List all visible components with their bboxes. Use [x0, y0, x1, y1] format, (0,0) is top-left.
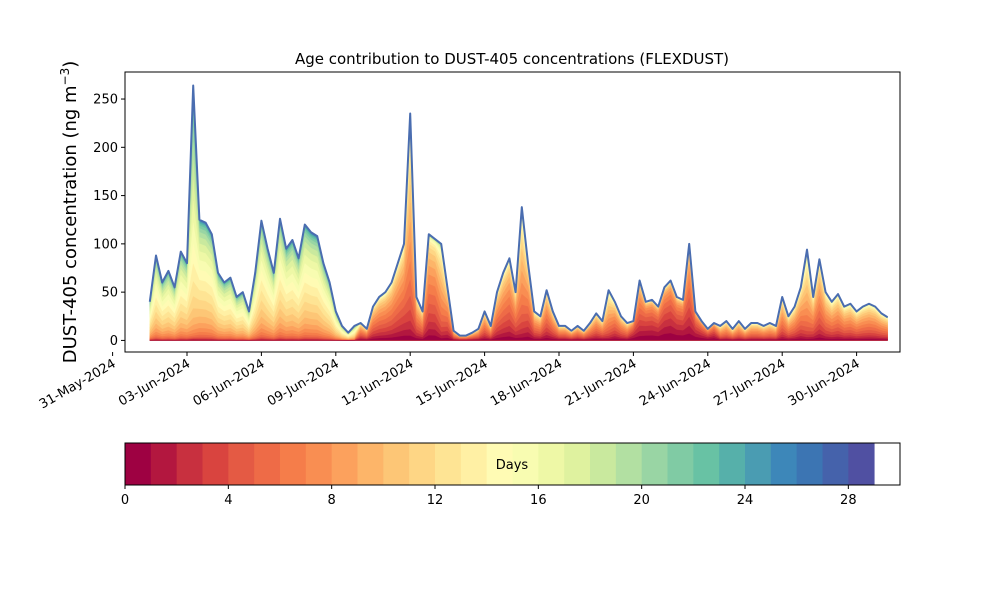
chart-title: Age contribution to DUST-405 concentrati…	[295, 50, 729, 68]
colorbar-tick-label: 24	[737, 493, 754, 508]
colorbar-label: Days	[496, 458, 529, 473]
colorbar-segment	[822, 443, 849, 485]
colorbar-segment	[538, 443, 565, 485]
x-tick-label: 27-Jun-2024	[711, 356, 788, 409]
x-tick-label: 12-Jun-2024	[339, 356, 416, 409]
colorbar-tick-label: 8	[328, 493, 336, 508]
colorbar-segment	[460, 443, 488, 485]
colorbar-segment	[202, 443, 229, 485]
y-axis-label-close: )	[60, 61, 81, 68]
age-layer-0	[149, 333, 888, 341]
colorbar-segment	[615, 443, 643, 485]
x-tick-label: 30-Jun-2024	[786, 356, 863, 409]
colorbar-segment	[357, 443, 384, 485]
y-tick-label: 0	[110, 334, 118, 349]
y-tick-label: 50	[101, 286, 118, 301]
colorbar-segment	[796, 443, 823, 485]
plot-area	[148, 84, 889, 341]
y-axis-label-unit: −3	[58, 68, 72, 86]
colorbar-segment	[848, 443, 875, 485]
colorbar-segment	[331, 443, 358, 485]
colorbar-segment	[383, 443, 410, 485]
colorbar-tick-label: 12	[427, 493, 444, 508]
colorbar-segment	[590, 443, 617, 485]
colorbar: Days 0 4 8 12 16 20 24 28	[121, 442, 901, 508]
colorbar-segment	[435, 443, 462, 485]
plot-frame	[124, 71, 901, 353]
colorbar-segment	[641, 443, 668, 485]
y-tick-label: 200	[93, 141, 118, 156]
colorbar-segment	[564, 443, 591, 485]
colorbar-tick-label: 0	[121, 493, 129, 508]
x-tick-label: 09-Jun-2024	[265, 356, 342, 409]
age-layer-3	[149, 307, 888, 341]
colorbar-frame	[124, 442, 901, 486]
colorbar-tick-label: 4	[224, 493, 232, 508]
colorbar-segment	[176, 443, 203, 485]
colorbar-segment	[228, 443, 255, 485]
colorbar-segment	[305, 443, 333, 485]
colorbar-segment	[719, 443, 746, 485]
colorbar-segment	[486, 443, 513, 485]
x-tick-label: 31-May-2024	[37, 356, 119, 412]
x-axis-ticks: 31-May-202403-Jun-202406-Jun-202409-Jun-…	[37, 352, 863, 412]
colorbar-tick-label: 16	[530, 493, 547, 508]
x-tick-label: 21-Jun-2024	[563, 356, 640, 409]
colorbar-segment	[770, 443, 798, 485]
colorbar-segment	[150, 443, 178, 485]
colorbar-segment	[125, 443, 152, 485]
y-tick-label: 150	[93, 189, 118, 204]
age-layer-2	[149, 316, 888, 341]
colorbar-segment	[667, 443, 694, 485]
x-tick-label: 18-Jun-2024	[488, 356, 565, 409]
x-tick-label: 06-Jun-2024	[191, 356, 268, 409]
y-axis-label-main: DUST-405 concentration (ng m	[60, 85, 81, 363]
age-layer-1	[149, 325, 888, 341]
y-axis-label: DUST-405 concentration (ng m−3)	[58, 61, 81, 364]
total-concentration-line	[148, 84, 889, 337]
colorbar-segment	[745, 443, 772, 485]
colorbar-segment	[512, 443, 539, 485]
x-tick-label: 03-Jun-2024	[116, 356, 193, 409]
y-tick-label: 250	[93, 93, 118, 108]
colorbar-segment	[254, 443, 281, 485]
y-axis-ticks: 0 50 100 150 200 250	[93, 93, 125, 349]
y-tick-label: 100	[93, 237, 118, 252]
colorbar-tick-label: 20	[633, 493, 650, 508]
colorbar-segment	[280, 443, 307, 485]
colorbar-segment	[409, 443, 436, 485]
colorbar-tick-label: 28	[840, 493, 857, 508]
colorbar-segment	[693, 443, 720, 485]
x-tick-label: 24-Jun-2024	[637, 356, 714, 409]
x-tick-label: 15-Jun-2024	[414, 356, 491, 409]
